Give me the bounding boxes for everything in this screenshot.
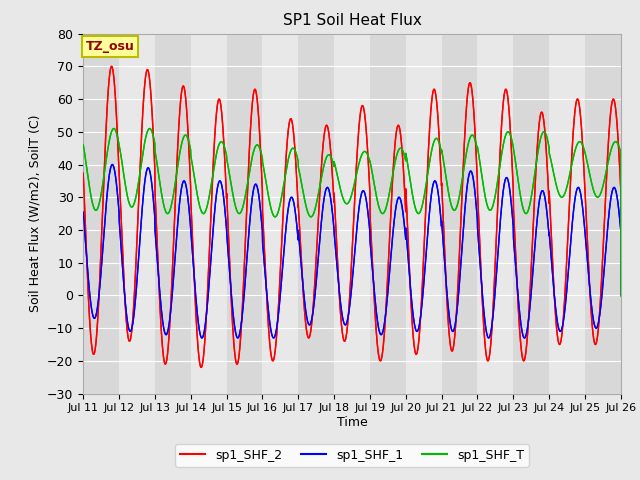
Bar (119, 34, 155, 394)
sp1_SHF_T (429, 142, 436, 148)
Bar (442, 34, 477, 394)
sp1_SHF_1 (402, 225, 410, 231)
sp1_SHF_2 (285, 123, 292, 129)
sp1_SHF_2 (177, 94, 185, 100)
Bar (227, 34, 262, 394)
Line: sp1_SHF_T: sp1_SHF_T (83, 129, 621, 295)
Bar (513, 34, 549, 394)
sp1_SHF_1 (285, 202, 292, 208)
Bar (406, 34, 442, 394)
sp1_SHF_T (285, 155, 292, 160)
Bar (477, 34, 513, 394)
sp1_SHF_T (402, 158, 410, 164)
X-axis label: Time: Time (337, 416, 367, 429)
sp1_SHF_2 (402, 186, 410, 192)
sp1_SHF_T (79, 142, 87, 147)
Y-axis label: Soil Heat Flux (W/m2), SoilT (C): Soil Heat Flux (W/m2), SoilT (C) (29, 115, 42, 312)
sp1_SHF_T (146, 126, 154, 132)
Bar (191, 34, 227, 394)
Line: sp1_SHF_2: sp1_SHF_2 (83, 66, 621, 367)
sp1_SHF_1 (481, 315, 488, 321)
Bar (549, 34, 585, 394)
sp1_SHF_T (481, 190, 488, 195)
Legend: sp1_SHF_2, sp1_SHF_1, sp1_SHF_T: sp1_SHF_2, sp1_SHF_1, sp1_SHF_T (175, 444, 529, 467)
Bar (334, 34, 370, 394)
sp1_SHF_1 (522, 334, 529, 340)
sp1_SHF_1 (177, 189, 185, 194)
sp1_SHF_2 (617, 292, 625, 298)
sp1_SHF_2 (79, 170, 87, 176)
sp1_SHF_1 (198, 335, 206, 341)
Bar (370, 34, 406, 394)
sp1_SHF_1 (429, 182, 437, 188)
sp1_SHF_T (617, 292, 625, 298)
sp1_SHF_1 (617, 292, 625, 298)
sp1_SHF_2 (197, 364, 205, 370)
sp1_SHF_2 (522, 353, 529, 359)
Bar (83, 34, 119, 394)
Bar (155, 34, 191, 394)
sp1_SHF_T (522, 210, 529, 216)
sp1_SHF_1 (109, 162, 116, 168)
Bar (262, 34, 298, 394)
sp1_SHF_T (177, 144, 185, 150)
sp1_SHF_2 (429, 89, 437, 95)
Bar (298, 34, 334, 394)
sp1_SHF_1 (79, 209, 87, 215)
Bar (585, 34, 621, 394)
Title: SP1 Soil Heat Flux: SP1 Soil Heat Flux (283, 13, 421, 28)
Text: TZ_osu: TZ_osu (86, 40, 134, 53)
sp1_SHF_2 (481, 335, 488, 341)
Line: sp1_SHF_1: sp1_SHF_1 (83, 165, 621, 338)
sp1_SHF_2 (108, 63, 115, 69)
